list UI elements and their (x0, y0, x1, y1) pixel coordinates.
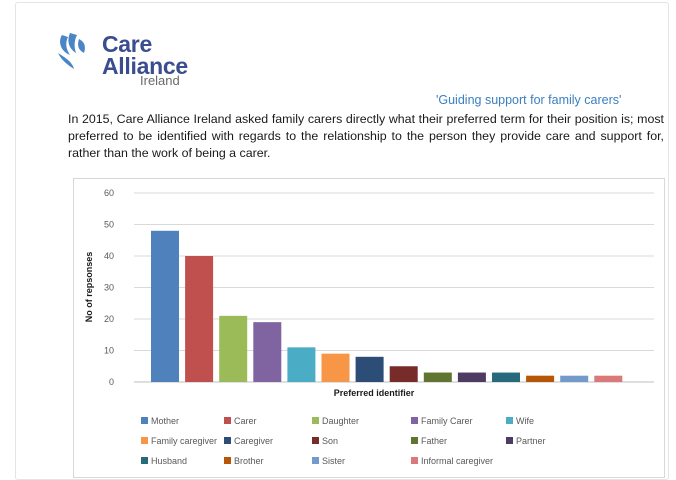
bar-brother (526, 375, 555, 382)
legend-item: Sister (312, 456, 345, 466)
legend-label: Carer (234, 416, 257, 426)
y-axis-title: No of repsonses (84, 252, 94, 323)
bar-carer (185, 256, 214, 382)
y-tick-label: 10 (104, 346, 114, 356)
y-tick-label: 60 (104, 188, 114, 198)
legend-label: Son (322, 436, 338, 446)
legend-swatch (141, 417, 148, 424)
chart-svg: 0 10 20 30 40 50 60 Preferred identifier No of… (84, 188, 654, 466)
tagline: 'Guiding support for family carers' (436, 93, 622, 107)
legend-label: Wife (516, 416, 534, 426)
bar-son (389, 366, 418, 382)
x-axis-title: Preferred identifier (334, 388, 415, 398)
legend-swatch (141, 457, 148, 464)
legend-label: Caregiver (234, 436, 273, 446)
legend-swatch (312, 437, 319, 444)
legend-label: Family Carer (421, 416, 473, 426)
legend-label: Father (421, 436, 447, 446)
legend-swatch (224, 437, 231, 444)
legend-item: Husband (141, 456, 187, 466)
y-tick-label: 30 (104, 283, 114, 293)
legend-swatch (506, 417, 513, 424)
bar-chart: 0 10 20 30 40 50 60 Preferred identifier No of… (73, 178, 665, 478)
legend-item: Mother (141, 416, 179, 426)
tick-layer: 0 10 20 30 40 50 60 (104, 188, 114, 387)
legend-label: Partner (516, 436, 546, 446)
logo-care-text: Care (102, 31, 152, 57)
bar-sister (560, 375, 589, 382)
legend-item: Family Carer (411, 416, 473, 426)
legend-item: Family caregiver (141, 436, 217, 446)
logo-ireland-text: Ireland (140, 73, 180, 88)
logo-alliance-text: Alliance (102, 53, 188, 79)
bar-informal-caregiver (594, 375, 623, 382)
legend-label: Brother (234, 456, 264, 466)
legend-label: Mother (151, 416, 179, 426)
bar-daughter (219, 315, 248, 382)
bar-mother (151, 230, 179, 382)
legend-item: Caregiver (224, 436, 273, 446)
legend-item: Carer (224, 416, 257, 426)
legend-item: Son (312, 436, 338, 446)
bar-layer (151, 230, 623, 382)
legend-swatch (312, 457, 319, 464)
legend-swatch (312, 417, 319, 424)
legend-label: Family caregiver (151, 436, 217, 446)
legend-item: Partner (506, 436, 546, 446)
bar-caregiver (355, 356, 384, 382)
legend-item: Wife (506, 416, 534, 426)
heart-hands-icon (58, 33, 85, 69)
legend-item: Brother (224, 456, 264, 466)
legend-swatch (224, 417, 231, 424)
bar-wife (287, 347, 316, 382)
legend-swatch (224, 457, 231, 464)
legend-label: Sister (322, 456, 345, 466)
legend-swatch (411, 437, 418, 444)
legend-label: Daughter (322, 416, 359, 426)
legend: Mother Carer Daughter Family Carer Wife Famil… (141, 416, 546, 466)
bar-family-carer (253, 322, 282, 382)
legend-item: Father (411, 436, 447, 446)
bar-partner (457, 372, 486, 382)
legend-item: Daughter (312, 416, 359, 426)
legend-item: Informal caregiver (411, 456, 493, 466)
legend-label: Informal caregiver (421, 456, 493, 466)
y-tick-label: 20 (104, 314, 114, 324)
bar-father (423, 372, 452, 382)
legend-label: Husband (151, 456, 187, 466)
intro-paragraph: In 2015, Care Alliance Ireland asked fam… (68, 112, 664, 160)
bar-family-caregiver (321, 353, 350, 382)
y-tick-label: 40 (104, 251, 114, 261)
bar-husband (492, 372, 520, 382)
legend-swatch (411, 417, 418, 424)
y-tick-label: 50 (104, 220, 114, 230)
legend-swatch (411, 457, 418, 464)
legend-swatch (141, 437, 148, 444)
legend-swatch (506, 437, 513, 444)
content-card: Care Alliance Ireland 'Guiding support f… (15, 2, 669, 480)
y-tick-label: 0 (109, 377, 114, 387)
